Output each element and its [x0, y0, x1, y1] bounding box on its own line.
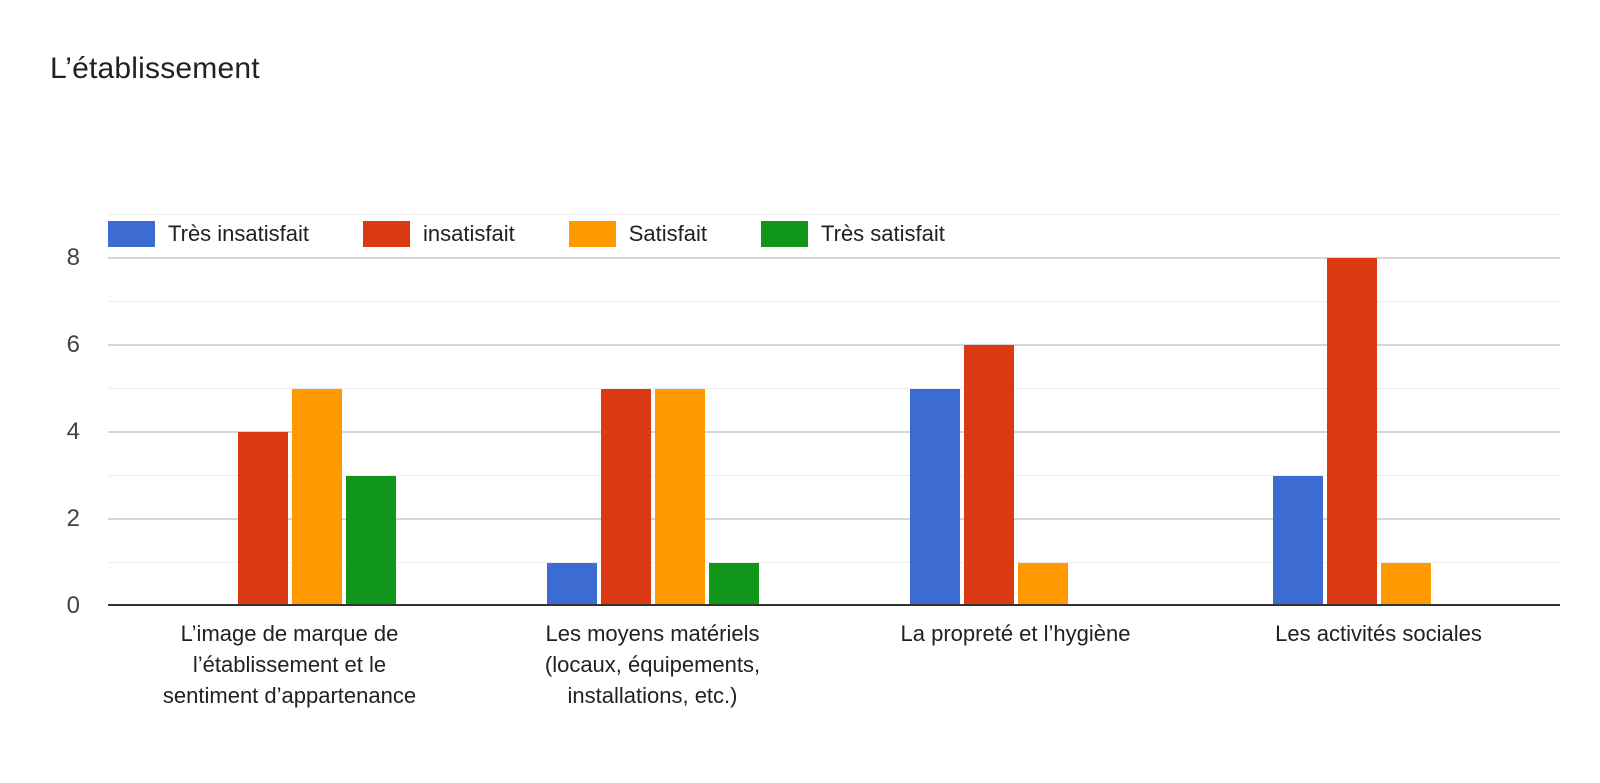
- bar-satisfait-cat1: [291, 388, 342, 606]
- bar-satisfait-cat3: [1017, 562, 1068, 606]
- legend-label: Très insatisfait: [168, 221, 310, 246]
- y-tick-label: 2: [66, 505, 80, 532]
- bar-insatisfait-cat4: [1326, 258, 1377, 606]
- minor-gridline: [108, 388, 1560, 389]
- major-gridline: [108, 518, 1560, 520]
- category-label-moyens-materiels: Les moyens matériels (locaux, équipement…: [544, 621, 761, 708]
- bar-très-insatisfait-cat3: [909, 388, 960, 606]
- category-label-image-de-marque: L’image de marque de l’établissement et …: [162, 621, 417, 708]
- legend-swatch-red: [363, 221, 411, 247]
- category-label-activites-sociales: Les activités sociales: [1275, 621, 1482, 646]
- y-tick-label: 4: [66, 418, 80, 445]
- legend-swatch-orange: [568, 221, 616, 247]
- minor-gridline: [108, 301, 1560, 302]
- chart-legend: Très insatisfait insatisfait Satisfait T…: [108, 221, 945, 247]
- legend-label: Très satisfait: [821, 221, 945, 246]
- bar-très-insatisfait-cat2: [546, 562, 597, 606]
- major-gridline: [108, 257, 1560, 259]
- bar-très-satisfait-cat2: [708, 562, 759, 606]
- bar-satisfait-cat2: [654, 388, 705, 606]
- y-tick-label: 0: [66, 592, 80, 619]
- bar-insatisfait-cat3: [963, 345, 1014, 606]
- chart-title: L’établissement: [50, 52, 260, 85]
- bar-très-satisfait-cat1: [345, 475, 396, 606]
- category-label-proprete-hygiene: La propreté et l’hygiène: [900, 621, 1131, 646]
- major-gridline: [108, 344, 1560, 346]
- x-axis-baseline: [108, 604, 1560, 606]
- legend-item-insatisfait: insatisfait: [363, 221, 515, 247]
- minor-gridline: [108, 214, 1560, 215]
- legend-item-satisfait: Satisfait: [568, 221, 707, 247]
- y-tick-label: 6: [66, 331, 80, 358]
- legend-label: Satisfait: [628, 221, 707, 246]
- minor-gridline: [108, 562, 1560, 563]
- bar-très-insatisfait-cat4: [1272, 475, 1323, 606]
- legend-swatch-blue: [108, 221, 155, 247]
- legend-item-tres-insatisfait: Très insatisfait: [108, 221, 309, 247]
- legend-swatch-green: [761, 221, 808, 247]
- bar-insatisfait-cat2: [600, 388, 651, 606]
- legend-label: insatisfait: [423, 221, 515, 246]
- bar-insatisfait-cat1: [237, 432, 288, 606]
- bar-satisfait-cat4: [1380, 562, 1431, 606]
- major-gridline: [108, 431, 1560, 433]
- minor-gridline: [108, 475, 1560, 476]
- y-tick-label: 8: [66, 244, 80, 271]
- legend-item-tres-satisfait: Très satisfait: [761, 221, 945, 247]
